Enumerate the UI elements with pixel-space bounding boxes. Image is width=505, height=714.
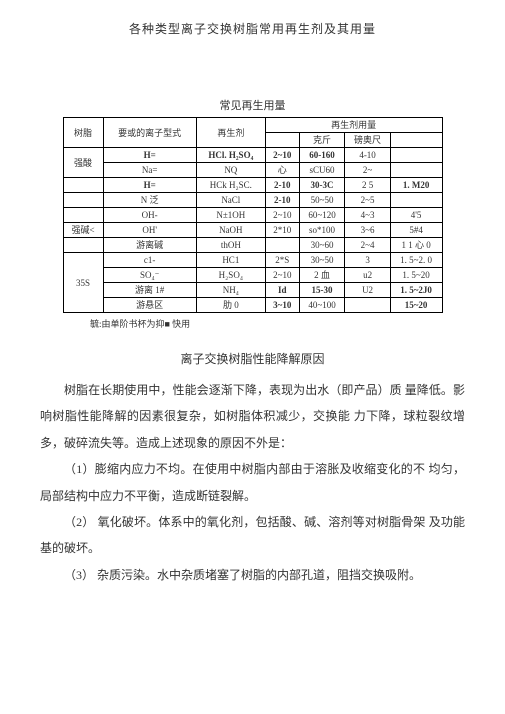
table-row: Na=NQ心sCU602~ [63, 163, 442, 178]
table-row: 游离碱thOH30~602~41 1 心 0 [63, 238, 442, 253]
col-empty2 [390, 133, 442, 148]
table-row: N 泛NaCl2-1050~502~5 [63, 193, 442, 208]
table-footnote: 毓:由单阶书杯为抑■ 快用 [90, 317, 465, 330]
paragraph-3: （2） 氧化破坏。体系中的氧化剂，包括酸、碱、溶剂等对树脂骨架 及功能基的破坏。 [40, 509, 465, 562]
col-resin: 树脂 [63, 118, 103, 148]
table-row: 强碱<OH'NaOH2*10so*1003~65#4 [63, 223, 442, 238]
table-row: 树脂 要或的离子型式 再生剂 再生剂用量 [63, 118, 442, 133]
paragraph-1: 树脂在长期使用中，性能会逐渐下降，表现为出水（即产品）质 量降低。影响树脂性能降… [40, 377, 465, 456]
section-title: 离子交换树脂性能降解原因 [40, 350, 465, 367]
table-row: 35Sc1-HC12*S30~5031. 5~2. 0 [63, 253, 442, 268]
table-row: SO₄⁻H₂SO₄2~102 血u21. 5~20 [63, 268, 442, 283]
col-dosage: 再生剂用量 [265, 118, 442, 133]
table-row: H=HCk H₂SC.2-1030-3C2 51. M20 [63, 178, 442, 193]
table-row: OH-N±1OH2~1060~1204~34'5 [63, 208, 442, 223]
main-title: 各种类型离子交换树脂常用再生剂及其用量 [40, 20, 465, 37]
col-bangao: 磅奥尺 [345, 133, 390, 148]
col-regenerant: 再生剂 [196, 118, 265, 148]
table-subtitle: 常见再生用量 [40, 97, 465, 113]
table-row: 游悬区肋 03~1040~10015~20 [63, 298, 442, 313]
table-row: 强酸H=HCl. H₂SO₄2~1060-1604-10 [63, 148, 442, 163]
table-row: 游离 1#NH₄Id15-30U21. 5~2J0 [63, 283, 442, 298]
col-ionform: 要或的离子型式 [103, 118, 196, 148]
paragraph-2: （1）膨缩内应力不均。在使用中树脂内部由于溶胀及收缩变化的不 均匀，局部结构中应… [40, 456, 465, 509]
col-kezhen: 克斤 [299, 133, 345, 148]
paragraph-4: （3） 杂质污染。水中杂质堵塞了树脂的内部孔道，阻挡交换吸附。 [40, 562, 465, 588]
col-empty [265, 133, 299, 148]
regenerant-table: 树脂 要或的离子型式 再生剂 再生剂用量 克斤 磅奥尺 强酸H=HCl. H₂S… [63, 117, 443, 313]
